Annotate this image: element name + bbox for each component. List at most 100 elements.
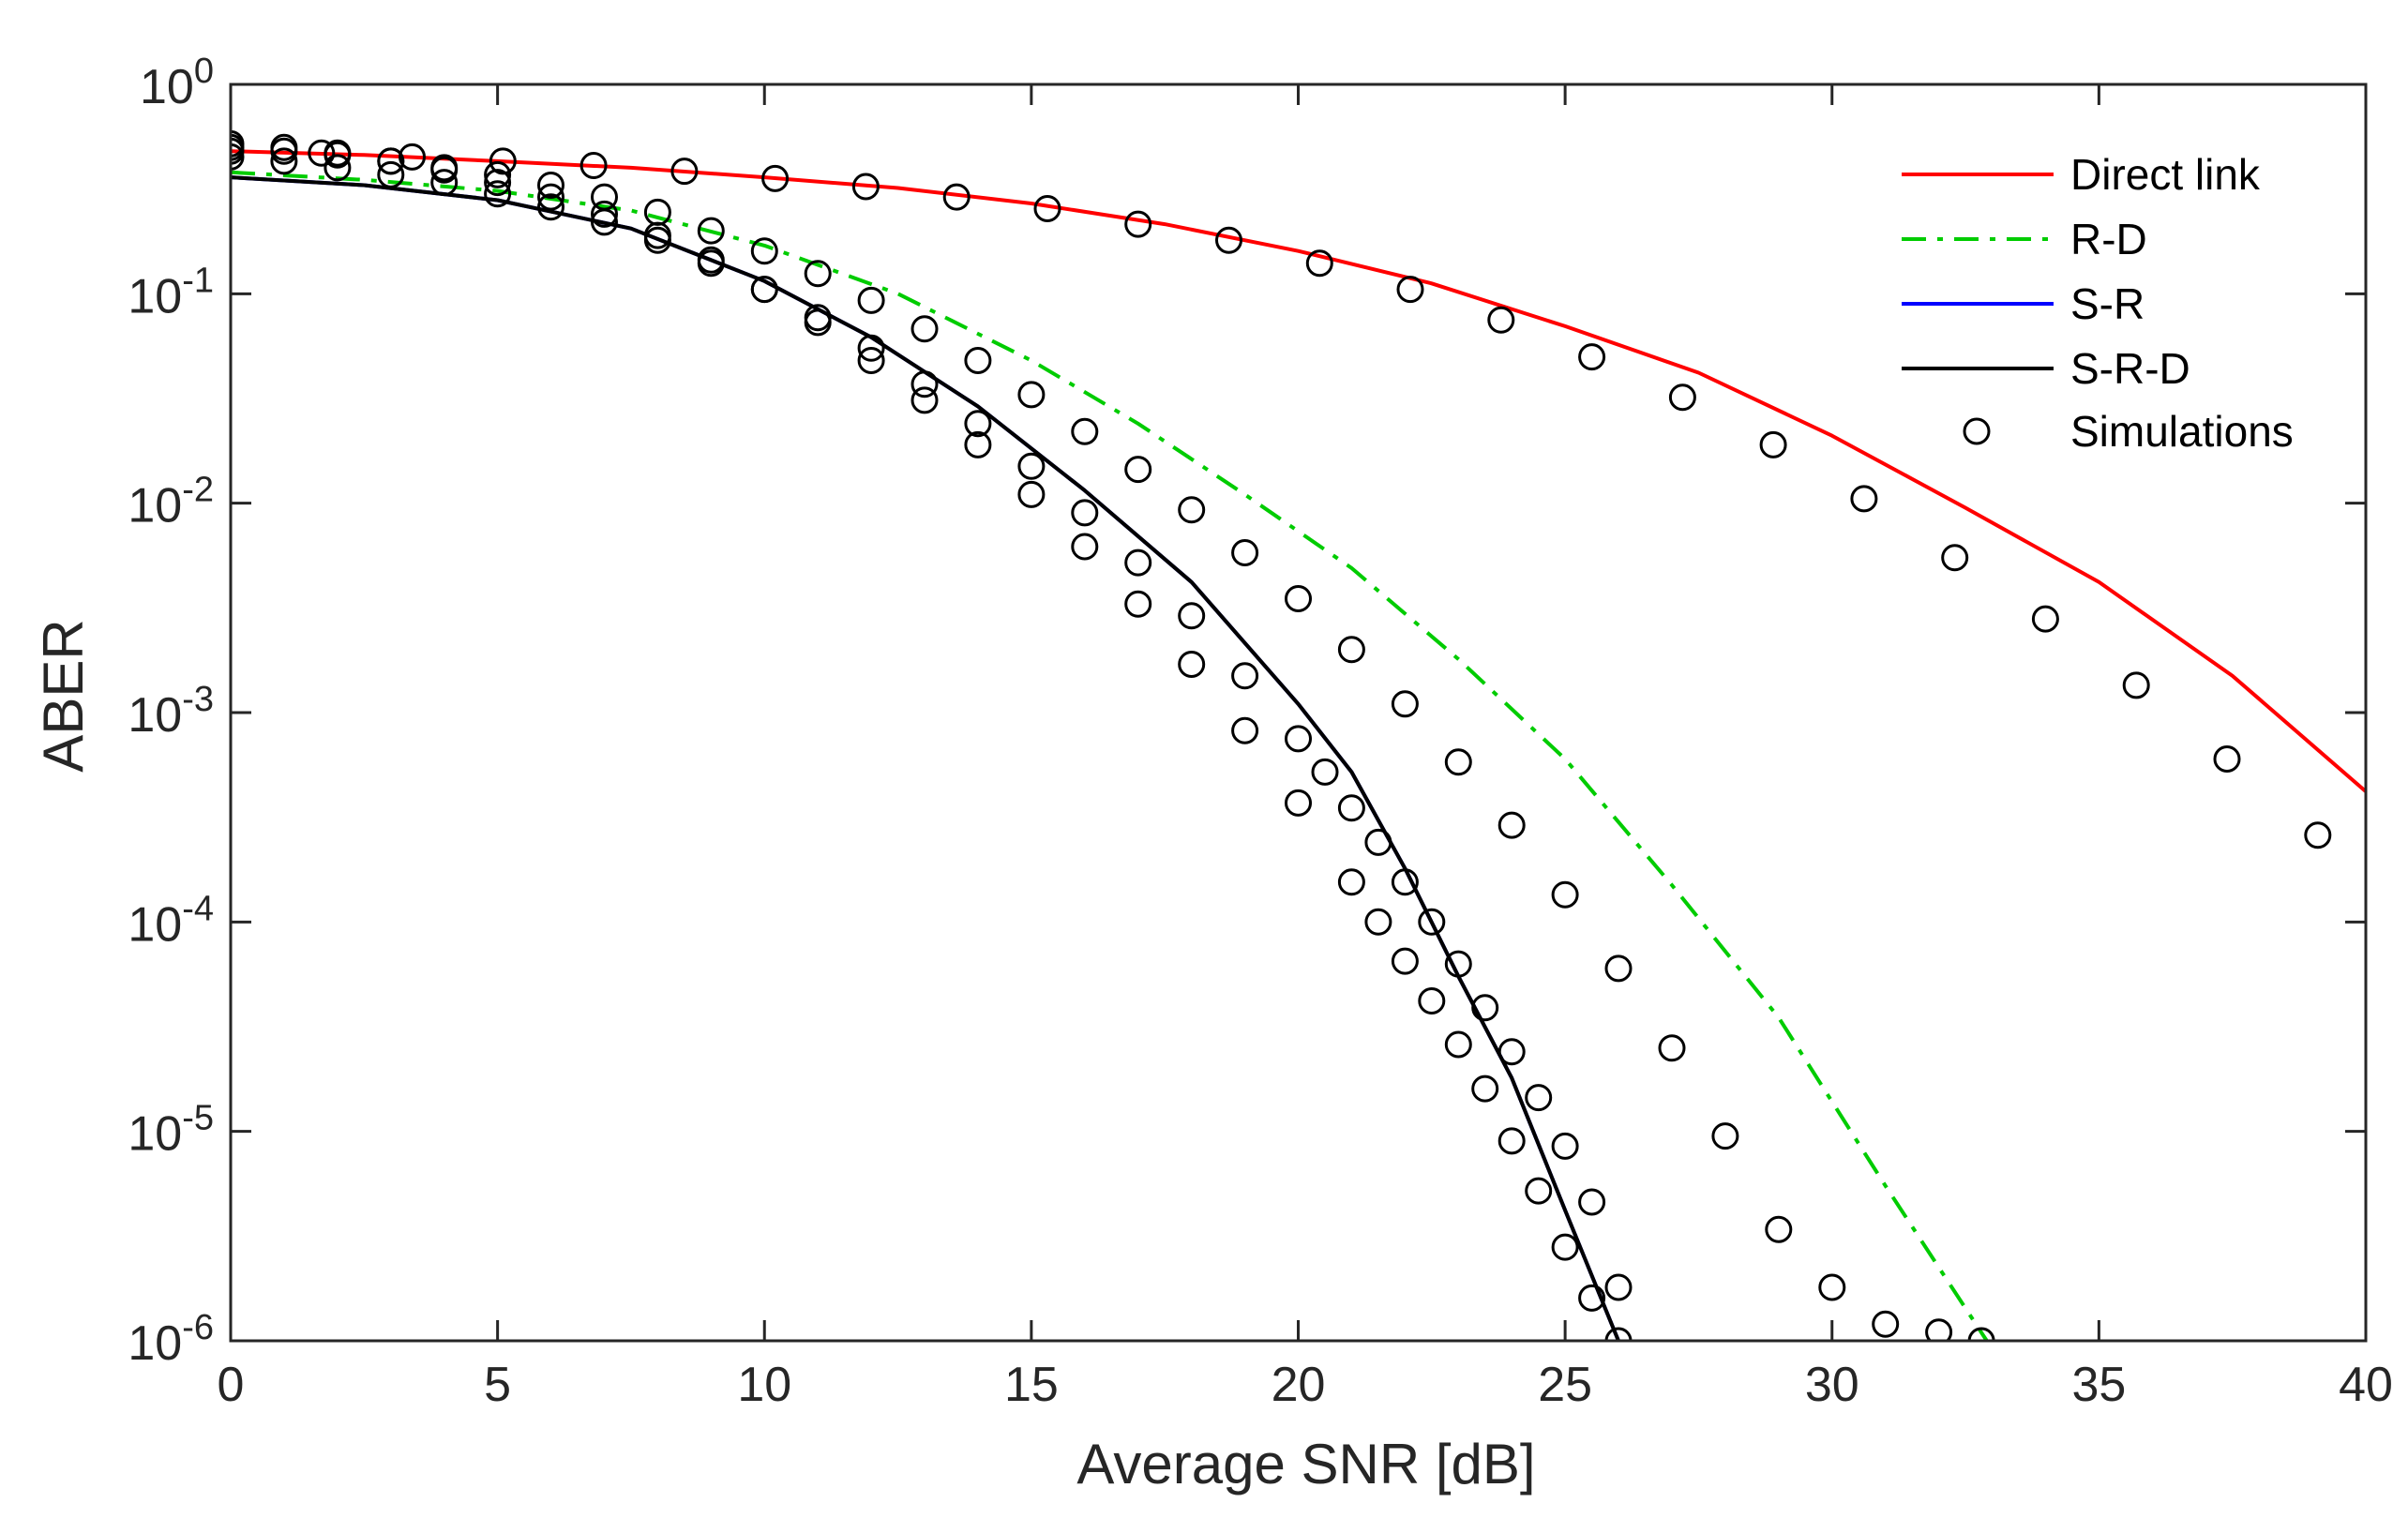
x-tick-label: 35: [2071, 1358, 2126, 1412]
y-tick-exponent: -5: [182, 1099, 214, 1138]
simulation-point: [1497, 1038, 1526, 1066]
simulation-point: [1285, 789, 1312, 817]
simulation-point: [1391, 690, 1419, 718]
y-tick-base: 10: [128, 479, 182, 534]
legend-entry-simulations: Simulations: [1963, 407, 2294, 456]
simulation-point: [591, 208, 618, 236]
y-tick-base: 10: [128, 897, 182, 952]
y-tick-exponent: -2: [182, 471, 214, 510]
y-tick-base: 10: [128, 269, 182, 323]
simulation-point: [964, 410, 992, 438]
simulation-point: [591, 200, 618, 228]
series-line-r-d: [231, 170, 1989, 1341]
legend-label-direct-link: Direct link: [2070, 150, 2261, 199]
simulation-point: [1497, 811, 1526, 839]
simulation-point: [484, 160, 512, 188]
simulation-point: [964, 430, 992, 458]
simulation-point: [308, 139, 336, 167]
simulation-point: [270, 133, 298, 161]
simulation-point: [399, 143, 426, 171]
simulation-point: [1850, 485, 1878, 513]
simulation-point: [1711, 1122, 1739, 1150]
simulation-point: [1759, 430, 1787, 458]
simulation-point: [1604, 954, 1633, 983]
simulation-point: [911, 370, 939, 398]
simulation-point: [430, 169, 459, 197]
simulation-point: [2031, 605, 2059, 633]
legend-entry-direct-link: Direct link: [1902, 150, 2261, 199]
simulation-point: [1525, 1177, 1553, 1205]
simulation-point: [1391, 947, 1419, 975]
y-tick-base: 10: [128, 688, 182, 743]
y-tick-label: 10-6: [128, 1308, 214, 1371]
x-tick-label: 40: [2339, 1358, 2393, 1412]
simulation-point: [537, 172, 564, 199]
simulation-point: [911, 315, 939, 343]
simulation-point: [1231, 716, 1259, 744]
simulation-group-4: [231, 143, 1633, 1301]
plot-layer: [231, 129, 2366, 1341]
simulation-point: [579, 152, 608, 179]
simulation-point: [697, 217, 725, 245]
simulation-point: [1017, 452, 1046, 480]
simulation-point: [1017, 381, 1046, 409]
simulation-point: [1471, 994, 1499, 1022]
simulation-point: [1017, 480, 1046, 508]
simulation-point: [324, 139, 352, 167]
simulation-point: [1337, 636, 1365, 664]
simulation-point: [430, 156, 459, 184]
x-tick-label: 10: [737, 1358, 791, 1412]
simulation-point: [1071, 533, 1099, 561]
simulation-point: [1364, 828, 1392, 856]
simulation-point: [761, 164, 790, 192]
simulation-point: [1551, 1132, 1579, 1160]
simulation-point: [857, 286, 885, 314]
axes-layer: 0 5 10 15 20 25 30 35 4010010-110-210-310-410-51…: [128, 52, 2393, 1412]
simulation-point: [857, 347, 885, 374]
simulation-point: [2213, 745, 2241, 773]
simulation-point: [1471, 1075, 1499, 1103]
simulation-point: [1231, 539, 1259, 566]
simulation-point: [670, 158, 699, 186]
simulation-point: [804, 260, 832, 288]
simulation-point: [484, 169, 512, 197]
simulation-point: [1391, 868, 1419, 896]
simulation-point: [911, 386, 939, 414]
x-axis-title: Average SNR [dB]: [1076, 1433, 1535, 1495]
simulation-point: [1071, 499, 1099, 527]
y-tick-exponent: 0: [194, 52, 214, 91]
simulation-point: [1551, 880, 1579, 909]
simulation-point: [1396, 276, 1424, 304]
legend-entry-r-d: R-D: [1902, 215, 2147, 263]
x-tick-label: 0: [218, 1358, 245, 1412]
simulation-point: [804, 304, 832, 332]
simulation-point: [1668, 383, 1696, 412]
simulation-point: [750, 237, 778, 265]
y-tick-exponent: -3: [182, 680, 214, 719]
series-line-s-r-d: [231, 175, 1620, 1341]
simulation-point: [1124, 590, 1152, 618]
simulation-point: [2304, 821, 2332, 849]
y-axis-title: ABER: [32, 619, 95, 772]
simulation-group-1: [231, 137, 2332, 849]
simulation-point: [1337, 868, 1365, 896]
simulation-point: [643, 226, 671, 254]
simulation-point: [1497, 1127, 1526, 1155]
simulation-point: [377, 160, 405, 188]
y-tick-label: 10-1: [128, 261, 214, 323]
y-tick-label: 10-2: [128, 471, 214, 534]
simulation-point: [231, 143, 245, 171]
y-tick-label: 10-3: [128, 680, 214, 743]
simulation-point: [1311, 758, 1339, 786]
x-tick-label: 25: [1538, 1358, 1592, 1412]
simulation-point: [1124, 210, 1152, 238]
simulation-point: [1285, 585, 1312, 612]
simulation-point: [489, 147, 517, 175]
simulation-point: [1178, 602, 1206, 630]
simulation-point: [1604, 1273, 1633, 1301]
legend-label-simulations: Simulations: [2070, 407, 2294, 456]
y-tick-label: 10-4: [128, 889, 214, 952]
simulation-point: [1418, 987, 1446, 1015]
y-tick-label: 10-5: [128, 1099, 214, 1162]
